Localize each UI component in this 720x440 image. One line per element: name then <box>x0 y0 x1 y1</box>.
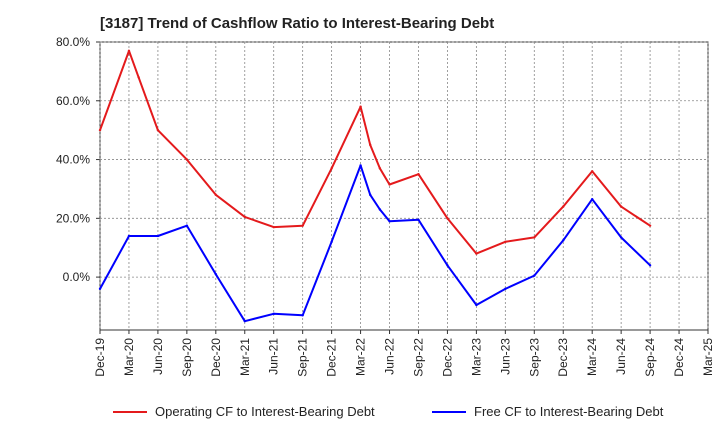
data-point-free-cf <box>562 239 565 242</box>
data-point-free-cf <box>378 208 382 211</box>
x-tick-label: Jun-24 <box>614 338 628 375</box>
x-tick-label: Sep-20 <box>180 338 194 377</box>
data-point-operating-cf <box>272 225 275 229</box>
data-point-free-cf <box>504 287 507 291</box>
x-tick-label: Dec-22 <box>440 338 454 377</box>
data-point-operating-cf <box>243 215 246 219</box>
x-tick-label: Dec-23 <box>556 338 570 377</box>
data-point-operating-cf <box>137 76 140 79</box>
x-tick-label: Mar-23 <box>469 338 483 376</box>
legend-swatch-free-cf <box>432 410 466 413</box>
y-tick-label: 80.0% <box>56 35 90 49</box>
data-point-operating-cf <box>388 183 391 186</box>
data-point-free-cf <box>446 264 449 267</box>
data-point-operating-cf <box>330 167 333 170</box>
data-point-operating-cf <box>648 224 652 227</box>
data-point-free-cf <box>619 236 623 239</box>
data-point-free-cf <box>417 218 420 221</box>
plot-area <box>99 41 709 331</box>
y-tick-label: 0.0% <box>63 270 91 284</box>
legend-item-free-cf: Free CF to Interest-Bearing Debt <box>432 404 663 419</box>
data-point-operating-cf <box>446 217 449 220</box>
legend-label-operating-cf: Operating CF to Interest-Bearing Debt <box>155 404 375 419</box>
x-tick-label: Mar-20 <box>122 338 136 376</box>
legend-item-operating-cf: Operating CF to Interest-Bearing Debt <box>113 404 375 419</box>
data-point-free-cf <box>185 224 189 227</box>
x-tick-label: Dec-20 <box>209 338 223 377</box>
data-point-free-cf <box>214 272 218 276</box>
data-point-operating-cf <box>369 143 372 147</box>
x-tick-label: Mar-25 <box>701 338 715 376</box>
data-point-free-cf <box>330 240 333 244</box>
legend-label-free-cf: Free CF to Interest-Bearing Debt <box>474 404 664 419</box>
series-line-free-cf <box>99 164 651 323</box>
x-tick-label: Sep-22 <box>411 338 425 377</box>
data-point-operating-cf <box>127 49 131 53</box>
data-point-operating-cf <box>214 193 218 197</box>
x-tick-label: Mar-22 <box>354 338 368 376</box>
x-tick-label: Jun-22 <box>383 338 397 375</box>
data-point-operating-cf <box>185 158 189 161</box>
legend: Operating CF to Interest-Bearing Debt Fr… <box>0 404 720 426</box>
chart-title: [3187] Trend of Cashflow Ratio to Intere… <box>100 15 495 32</box>
y-tick-label: 40.0% <box>56 153 90 167</box>
data-point-free-cf <box>156 234 160 238</box>
data-point-free-cf <box>301 314 304 317</box>
x-tick-label: Dec-19 <box>93 338 107 377</box>
data-point-free-cf <box>272 312 275 316</box>
x-tick-label: Dec-21 <box>325 338 339 377</box>
data-point-operating-cf <box>378 167 382 170</box>
data-point-operating-cf <box>417 173 420 176</box>
y-tick-label: 20.0% <box>56 211 90 225</box>
data-point-free-cf <box>98 287 102 291</box>
data-point-operating-cf <box>533 236 536 239</box>
data-point-operating-cf <box>590 170 594 173</box>
data-point-operating-cf <box>359 105 362 108</box>
data-point-operating-cf <box>562 205 565 208</box>
data-point-operating-cf <box>156 128 160 132</box>
x-tick-label: Dec-24 <box>672 338 686 377</box>
data-point-free-cf <box>590 198 594 201</box>
data-point-free-cf <box>475 303 478 307</box>
data-point-free-cf <box>369 193 372 197</box>
y-tick-label: 60.0% <box>56 94 90 108</box>
legend-swatch-operating-cf <box>113 410 147 413</box>
data-point-free-cf <box>388 220 391 223</box>
data-point-operating-cf <box>504 240 507 244</box>
x-tick-label: Mar-21 <box>238 338 252 376</box>
x-tick-label: Sep-21 <box>296 338 310 377</box>
data-point-free-cf <box>127 234 131 238</box>
x-tick-label: Jun-23 <box>498 338 512 375</box>
x-tick-label: Jun-21 <box>267 338 281 375</box>
x-tick-label: Mar-24 <box>585 338 599 376</box>
x-tick-label: Sep-23 <box>527 338 541 377</box>
data-point-operating-cf <box>475 252 478 255</box>
data-point-free-cf <box>648 264 652 267</box>
data-point-free-cf <box>359 164 362 167</box>
x-tick-label: Jun-20 <box>151 338 165 375</box>
x-tick-label: Sep-24 <box>643 338 657 377</box>
data-point-operating-cf <box>301 224 304 227</box>
data-point-operating-cf <box>619 205 623 208</box>
data-point-free-cf <box>533 274 536 277</box>
data-point-free-cf <box>243 319 246 323</box>
data-point-operating-cf <box>98 128 102 132</box>
